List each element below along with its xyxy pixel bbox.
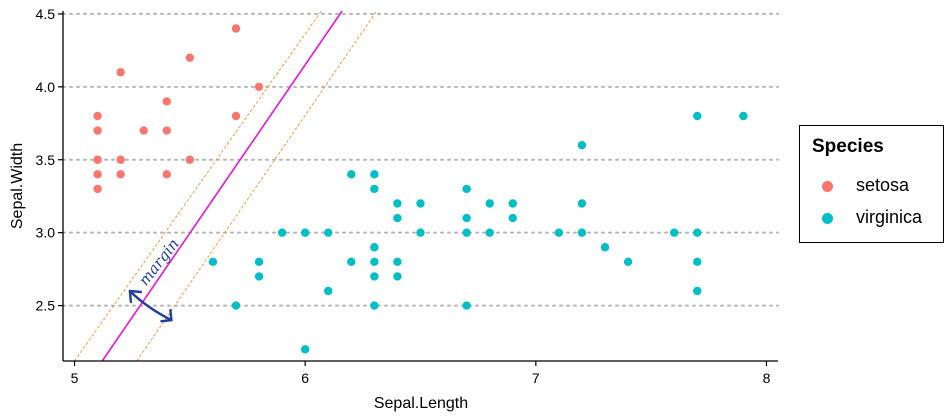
point-setosa-15 [231,24,241,33]
point-setosa-0 [93,184,102,194]
point-virginica-1 [231,301,241,310]
legend-item-setosa: setosa [800,173,943,201]
point-virginica-37 [670,228,679,237]
point-virginica-15 [370,184,379,194]
point-virginica-19 [393,213,402,223]
legend-item-virginica: virginica [800,205,943,233]
point-setosa-11 [162,97,171,106]
point-virginica-18 [393,257,402,267]
point-setosa-5 [116,170,125,179]
point-virginica-21 [416,228,425,237]
margin-arrowhead-start [128,289,143,304]
y-tick-label-3.0: 3.0 [36,225,56,241]
y-tick-label-4.5: 4.5 [36,6,56,22]
point-virginica-0 [208,257,218,267]
point-virginica-3 [254,257,264,267]
point-virginica-9 [347,257,356,267]
point-virginica-5 [300,345,310,354]
point-virginica-6 [300,228,310,237]
point-virginica-33 [577,199,587,208]
x-tick-label-6: 6 [301,370,309,386]
x-axis-title: Sepal.Length [374,395,468,412]
point-virginica-12 [370,272,379,281]
point-setosa-6 [116,155,125,164]
gridlines [62,12,779,307]
point-virginica-2 [254,272,264,281]
point-virginica-11 [370,301,379,310]
point-virginica-41 [693,111,702,121]
legend: Species setosa virginica [799,125,944,243]
legend-swatch-virginica [822,213,833,224]
decision-boundary-line [101,10,343,362]
margin-arrow-shaft [128,289,173,322]
point-virginica-27 [485,228,494,237]
point-virginica-38 [693,286,702,296]
legend-label-setosa: setosa [856,175,910,195]
legend-label-virginica: virginica [856,207,923,227]
point-virginica-13 [370,257,379,267]
point-setosa-8 [139,126,148,135]
point-setosa-3 [93,126,102,135]
point-setosa-1 [93,170,102,179]
margin-line-1 [74,10,322,362]
svm-margin [74,10,378,362]
x-tick-label-8: 8 [763,370,771,386]
point-virginica-7 [324,286,333,296]
margin-label: margin [135,235,183,289]
point-virginica-32 [577,228,587,237]
data-points [93,24,748,354]
point-setosa-13 [185,53,195,62]
point-virginica-10 [347,170,356,179]
point-virginica-36 [623,257,633,267]
margin-arrowhead-end [160,308,173,323]
point-setosa-7 [116,68,125,77]
point-virginica-42 [739,111,748,121]
point-virginica-26 [462,184,471,194]
point-virginica-24 [462,228,471,237]
y-tick-label-3.5: 3.5 [36,152,56,168]
axes: 2.5 3.0 3.5 4.0 4.5 5 6 7 8 [36,6,778,386]
margin-line-2 [136,10,378,362]
point-setosa-9 [162,170,171,179]
y-axis-title: Sepal.Width [9,143,26,229]
point-virginica-34 [577,140,587,150]
point-virginica-30 [508,199,517,208]
x-tick-label-5: 5 [71,370,79,386]
point-setosa-12 [185,155,195,164]
point-virginica-29 [508,213,517,223]
point-virginica-39 [693,257,702,267]
point-setosa-10 [162,126,171,135]
point-setosa-14 [231,111,241,121]
point-virginica-14 [370,243,379,252]
point-virginica-22 [416,199,425,208]
point-setosa-16 [254,82,264,92]
point-virginica-28 [485,199,494,208]
point-virginica-4 [277,228,287,237]
point-virginica-17 [393,272,402,281]
point-virginica-40 [693,228,702,237]
legend-title: Species [812,136,884,157]
point-virginica-35 [600,243,610,252]
point-virginica-23 [462,301,471,310]
point-virginica-31 [554,228,564,237]
point-virginica-20 [393,199,402,208]
point-virginica-16 [370,170,379,179]
y-tick-label-4.0: 4.0 [36,79,56,95]
point-setosa-4 [93,111,102,121]
x-tick-label-7: 7 [532,370,540,386]
point-setosa-2 [93,155,102,164]
y-tick-label-2.5: 2.5 [36,298,56,314]
legend-swatch-setosa [822,181,833,192]
point-virginica-25 [462,213,471,223]
point-virginica-8 [324,228,333,237]
